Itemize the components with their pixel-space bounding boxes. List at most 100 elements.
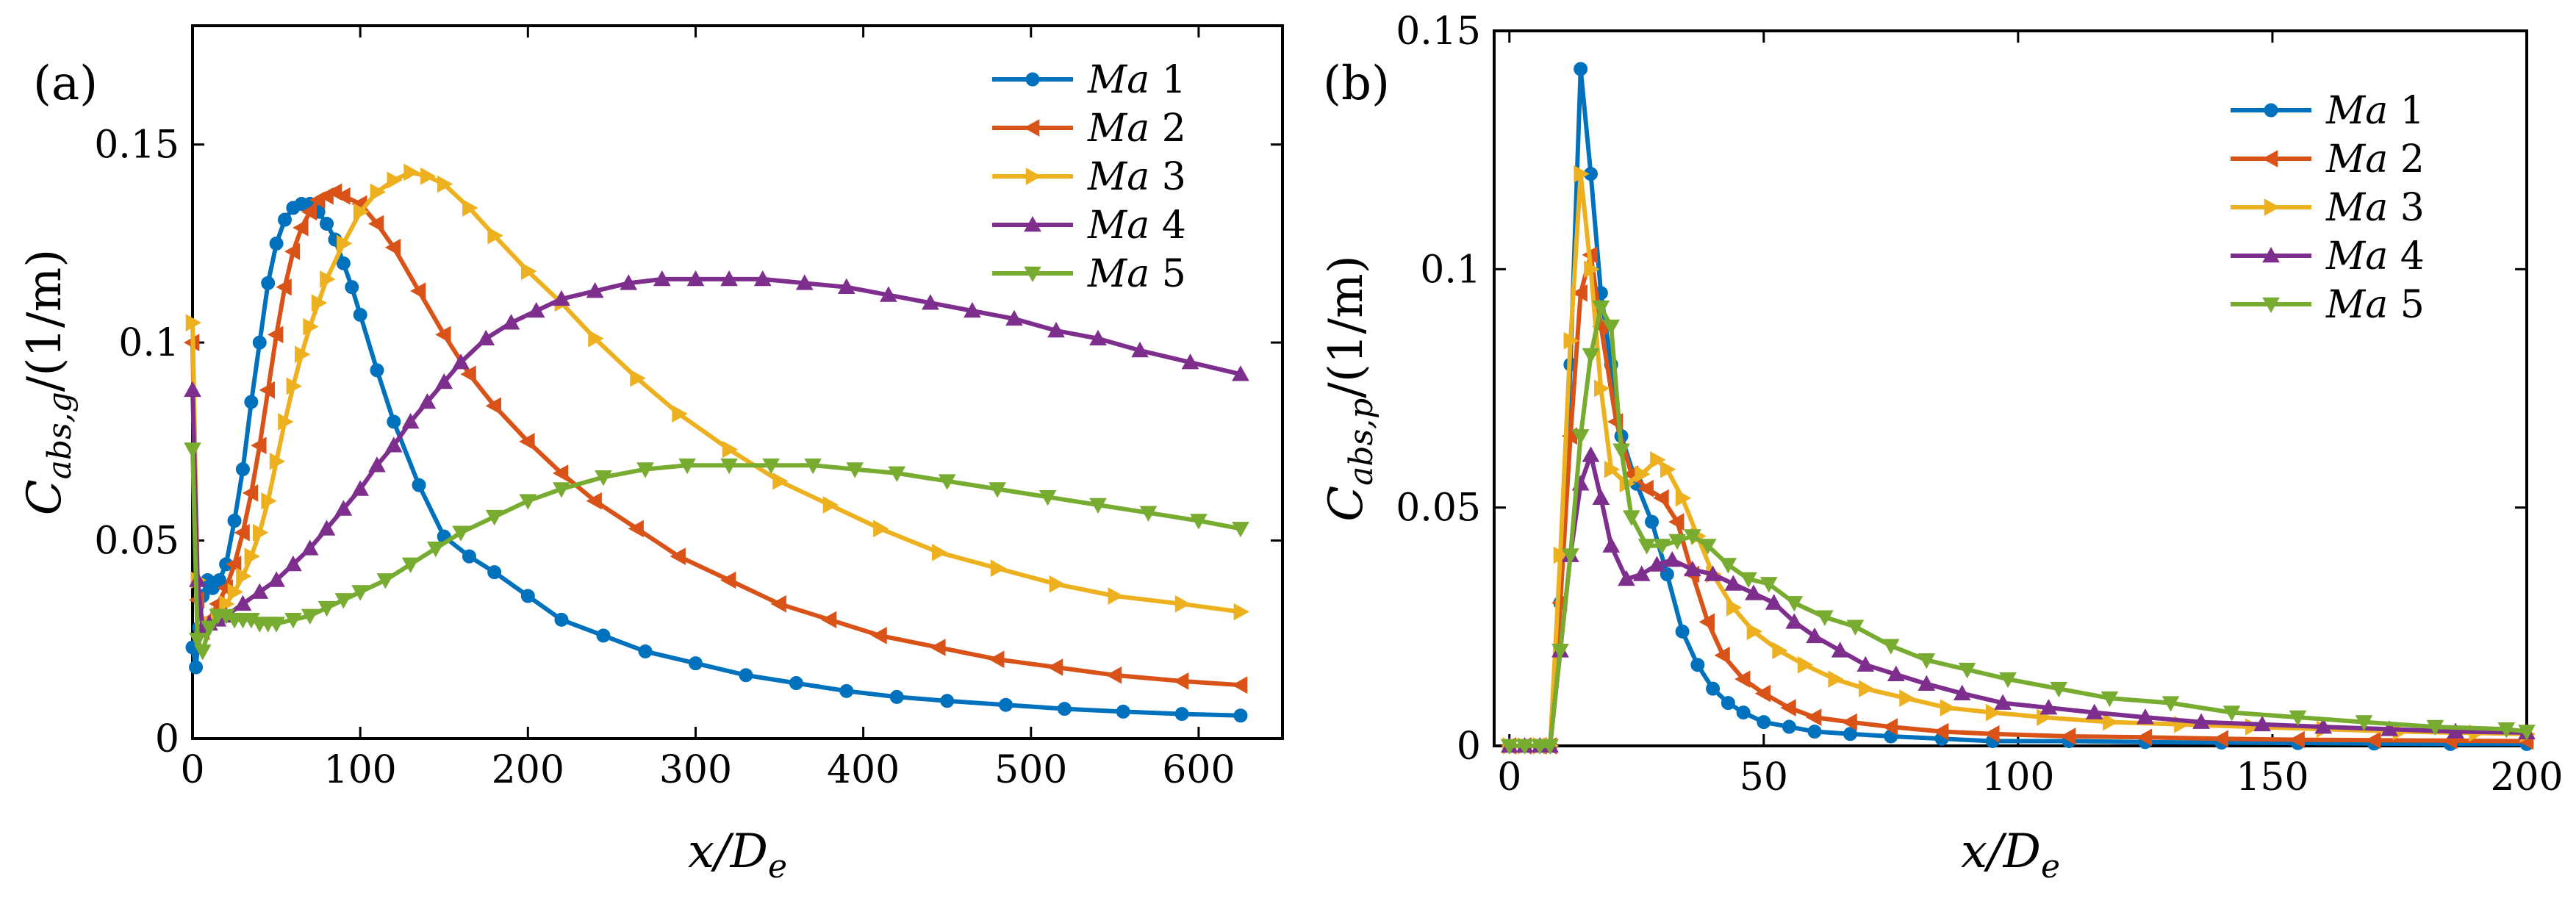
- data-point: [795, 274, 814, 290]
- data-point: [553, 482, 570, 498]
- x-tick-label: 100: [324, 748, 397, 792]
- data-point: [2289, 710, 2307, 727]
- data-point: [1653, 489, 1669, 507]
- legend-entry: Ma 1: [2231, 89, 2425, 133]
- data-point: [1637, 539, 1656, 555]
- data-point: [251, 437, 267, 455]
- data-point: [286, 377, 302, 395]
- data-point: [527, 301, 545, 318]
- legend-label: Ma 5: [2325, 283, 2425, 327]
- data-point: [1754, 684, 1771, 703]
- data-point: [261, 492, 277, 510]
- legend-label: Ma 4: [2325, 234, 2425, 279]
- y-axis-label: Cabs,g/(1/m): [18, 249, 79, 516]
- data-point: [268, 326, 284, 344]
- x-tick-label: 300: [659, 748, 732, 792]
- data-point: [1828, 670, 1844, 689]
- data-point: [353, 307, 367, 322]
- data-point: [401, 412, 420, 429]
- data-point: [418, 392, 437, 409]
- data-point: [219, 595, 235, 613]
- data-point: [931, 543, 948, 561]
- data-point: [1684, 560, 1701, 577]
- data-point: [336, 256, 351, 270]
- data-point: [552, 464, 569, 482]
- data-point: [1645, 514, 1660, 529]
- data-point: [837, 278, 855, 294]
- legend-label: Ma 1: [2325, 89, 2425, 133]
- data-point: [595, 470, 612, 486]
- data-point: [1089, 329, 1107, 346]
- data-point: [236, 567, 252, 585]
- y-tick-label: 0.1: [118, 321, 179, 365]
- data-point: [2050, 681, 2068, 698]
- data-point: [2085, 703, 2103, 719]
- legend-label: Ma 2: [1087, 107, 1186, 151]
- series-ma-4: [1500, 446, 2536, 753]
- data-point: [1940, 699, 1956, 716]
- data-point: [628, 520, 644, 538]
- data-point: [284, 555, 302, 572]
- panel-label: (b): [1323, 57, 1390, 111]
- data-point: [1719, 558, 1737, 574]
- data-point: [242, 484, 259, 502]
- data-point: [989, 482, 1006, 498]
- legend-marker: [2264, 198, 2281, 216]
- data-point: [269, 236, 284, 251]
- data-point: [269, 452, 286, 470]
- data-point: [2136, 708, 2154, 725]
- data-point: [387, 414, 401, 429]
- x-tick-label: 400: [827, 748, 900, 792]
- data-point: [1782, 719, 1796, 734]
- data-point: [520, 589, 535, 603]
- data-point: [1806, 708, 1822, 726]
- data-point: [462, 199, 478, 217]
- data-point: [193, 644, 212, 661]
- plot-frame: [1493, 29, 2528, 747]
- data-point: [1561, 548, 1579, 564]
- data-point: [1574, 62, 1588, 76]
- data-point: [1174, 707, 1189, 722]
- data-point: [2222, 705, 2241, 722]
- data-point: [334, 187, 351, 205]
- data-point: [1816, 610, 1834, 626]
- data-point: [1551, 643, 1569, 660]
- data-point: [1584, 260, 1600, 279]
- data-point: [189, 660, 204, 675]
- x-tick-label: 50: [1740, 755, 1788, 800]
- data-point: [2497, 722, 2516, 739]
- data-point: [2426, 719, 2444, 736]
- data-point: [368, 456, 386, 473]
- legend-marker: [2262, 246, 2280, 263]
- legend-entry: Ma 5: [992, 252, 1186, 296]
- series-ma-1: [185, 197, 1248, 723]
- x-tick-label: 200: [492, 748, 564, 792]
- data-point: [653, 270, 671, 287]
- data-point: [384, 437, 403, 453]
- data-point: [1648, 556, 1666, 572]
- legend-entry: Ma 3: [2231, 186, 2425, 230]
- data-point: [320, 270, 336, 288]
- data-point: [2355, 715, 2373, 731]
- legend-marker: [1024, 266, 1041, 283]
- data-point: [1668, 513, 1685, 531]
- data-point: [1675, 624, 1690, 639]
- data-point: [1780, 699, 1796, 716]
- data-point: [722, 440, 739, 459]
- data-point: [212, 572, 227, 587]
- data-point: [268, 571, 285, 587]
- data-point: [351, 480, 370, 496]
- data-point: [964, 301, 981, 318]
- data-point: [268, 617, 285, 633]
- data-point: [1500, 739, 1518, 755]
- data-point: [1057, 702, 1072, 716]
- data-point: [1663, 550, 1682, 567]
- data-point: [1765, 594, 1783, 610]
- y-tick-label: 0.15: [1396, 10, 1481, 54]
- data-point: [1668, 534, 1687, 550]
- data-point: [2381, 720, 2398, 736]
- data-point: [1653, 539, 1671, 555]
- data-point: [1190, 514, 1208, 530]
- data-point: [1882, 639, 1900, 655]
